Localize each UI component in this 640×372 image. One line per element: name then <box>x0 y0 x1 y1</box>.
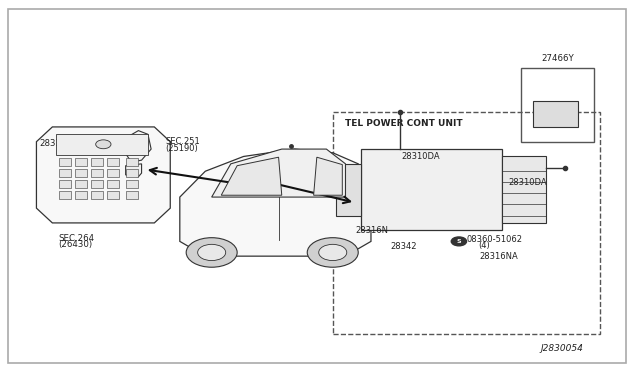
Bar <box>125 158 138 166</box>
Bar <box>59 180 72 188</box>
Text: 28310DA: 28310DA <box>508 178 547 187</box>
Circle shape <box>307 238 358 267</box>
Bar <box>106 169 119 177</box>
Bar <box>75 180 88 188</box>
Polygon shape <box>119 131 151 162</box>
Bar <box>336 164 362 215</box>
Polygon shape <box>125 164 141 177</box>
Text: SEC.251: SEC.251 <box>165 137 200 146</box>
Bar <box>75 169 88 177</box>
Text: SEC.264: SEC.264 <box>59 234 95 243</box>
Bar <box>521 68 594 142</box>
Bar <box>333 112 600 334</box>
Circle shape <box>96 140 111 149</box>
Text: 28310DA: 28310DA <box>401 152 440 161</box>
Bar <box>125 169 138 177</box>
Bar <box>91 169 103 177</box>
Text: J2830054: J2830054 <box>541 344 584 353</box>
Circle shape <box>198 244 226 260</box>
Text: (26430): (26430) <box>59 240 93 249</box>
Bar <box>106 158 119 166</box>
Bar <box>534 101 578 127</box>
Bar <box>125 180 138 188</box>
Polygon shape <box>212 149 346 197</box>
Polygon shape <box>36 127 170 223</box>
Bar <box>125 191 138 199</box>
Bar <box>75 158 88 166</box>
Text: 28336M: 28336M <box>40 139 75 148</box>
Text: TEL POWER CONT UNIT: TEL POWER CONT UNIT <box>346 119 463 128</box>
Bar <box>59 169 72 177</box>
Text: 28342: 28342 <box>390 243 417 251</box>
Bar <box>502 157 546 223</box>
Text: 28316NA: 28316NA <box>479 251 518 261</box>
Bar <box>56 134 148 155</box>
Bar <box>106 180 119 188</box>
Polygon shape <box>314 157 342 195</box>
Bar <box>91 180 103 188</box>
Text: S: S <box>456 239 461 244</box>
Bar <box>91 158 103 166</box>
Bar <box>59 158 72 166</box>
Text: (4): (4) <box>478 241 490 250</box>
Bar <box>362 149 502 230</box>
Polygon shape <box>180 149 371 256</box>
Text: (25190): (25190) <box>165 144 198 153</box>
Bar <box>106 191 119 199</box>
Text: 28316N: 28316N <box>355 226 388 235</box>
Polygon shape <box>221 157 282 195</box>
Text: 08360-51062: 08360-51062 <box>467 235 523 244</box>
Circle shape <box>319 244 347 260</box>
Bar <box>75 191 88 199</box>
Text: 27466Y: 27466Y <box>541 54 573 63</box>
Circle shape <box>451 237 467 246</box>
Circle shape <box>186 238 237 267</box>
Bar <box>59 191 72 199</box>
Bar <box>91 191 103 199</box>
